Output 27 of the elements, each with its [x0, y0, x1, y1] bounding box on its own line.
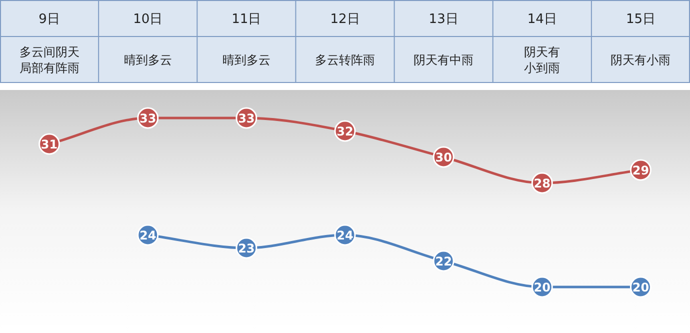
- data-label: 33: [140, 112, 156, 126]
- text: 阴天有小雨: [610, 53, 671, 67]
- x-tick-label: 14日: [527, 12, 557, 27]
- data-label: 24: [336, 228, 354, 242]
- data-label: 30: [435, 150, 452, 164]
- data-label: 33: [238, 112, 255, 126]
- text: 晴到多云: [124, 53, 172, 67]
- data-label: 31: [40, 138, 58, 152]
- x-tick-label: 15日: [626, 12, 656, 27]
- data-label: 20: [534, 280, 550, 294]
- x-tick-label: 12日: [330, 12, 360, 27]
- text: 多云间阴天局部有阵雨: [19, 45, 80, 75]
- data-label: 22: [435, 254, 452, 268]
- x-tick-label: 11日: [232, 12, 262, 27]
- text: 阴天有中雨: [414, 53, 474, 67]
- data-label: 24: [140, 228, 156, 242]
- data-label: 28: [534, 176, 550, 190]
- data-label: 29: [632, 164, 650, 178]
- text: 晴到多云: [222, 53, 270, 67]
- data-label: 20: [632, 280, 650, 294]
- x-tick-label: 9日: [38, 12, 60, 27]
- x-tick-label: 10日: [133, 12, 163, 27]
- text: 多云转阵雨: [315, 53, 375, 67]
- text: 阴天有小到雨: [524, 45, 560, 75]
- data-label: 23: [238, 242, 255, 256]
- data-label: 32: [336, 124, 354, 138]
- x-tick-label: 13日: [428, 12, 458, 27]
